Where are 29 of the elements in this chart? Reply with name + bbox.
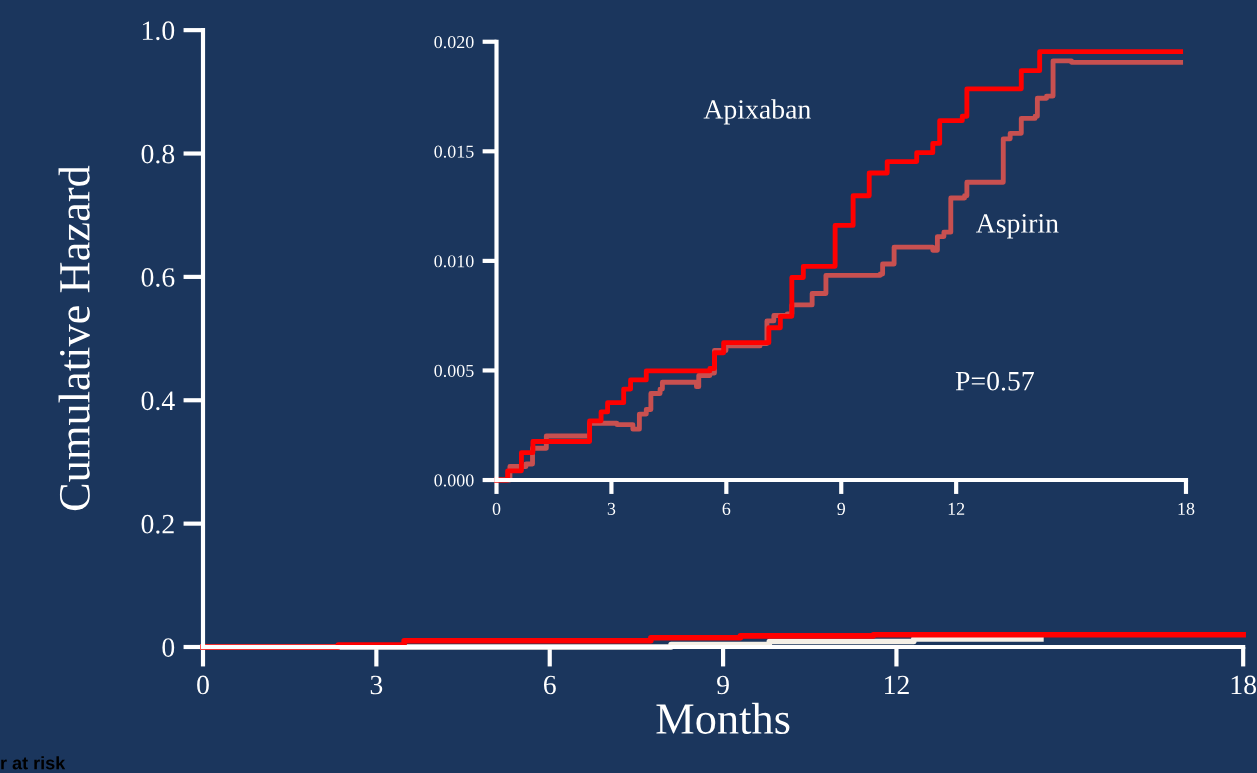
x-tick-label: 6 — [543, 675, 556, 695]
x-tick-label: 3 — [370, 675, 383, 695]
y-tick-label: 0.005 — [434, 364, 474, 377]
y-tick-label: 0.8 — [141, 144, 175, 164]
y-tick-label: 0.000 — [434, 474, 474, 487]
y-tick-label: 0.6 — [141, 268, 175, 287]
x-tick-label: 12 — [948, 502, 965, 515]
x-tick-label: 0 — [492, 502, 501, 515]
x-tick-label: 9 — [717, 675, 729, 695]
annotation: P=0.57 — [955, 371, 1034, 391]
x-tick-label: 12 — [885, 675, 909, 695]
y-tick-label: 0.4 — [141, 391, 175, 411]
y-tick-label: 0.010 — [434, 255, 474, 268]
y-tick-label: 0 — [162, 638, 175, 657]
text: r at risk — [1, 756, 66, 770]
text: Apixaban — [703, 99, 811, 125]
x-tick-label: 0 — [197, 675, 209, 695]
x-tick-label: 3 — [607, 502, 616, 515]
series-label: Aspirin — [975, 214, 1059, 239]
y-tick-label: 1.0 — [142, 21, 175, 41]
x-tick-label: 18 — [1231, 675, 1256, 695]
y-tick-label: 0.2 — [141, 514, 174, 534]
y-tick-label: 0.015 — [434, 145, 474, 158]
x-tick-label: 18 — [1178, 502, 1195, 515]
x-tick-label: 9 — [837, 502, 846, 515]
x-tick-label: 6 — [722, 502, 731, 515]
y-tick-label: 0.020 — [434, 36, 474, 49]
x-axis-title: Months — [656, 702, 790, 735]
y-axis-title: Cumulative Hazard — [58, 165, 90, 511]
